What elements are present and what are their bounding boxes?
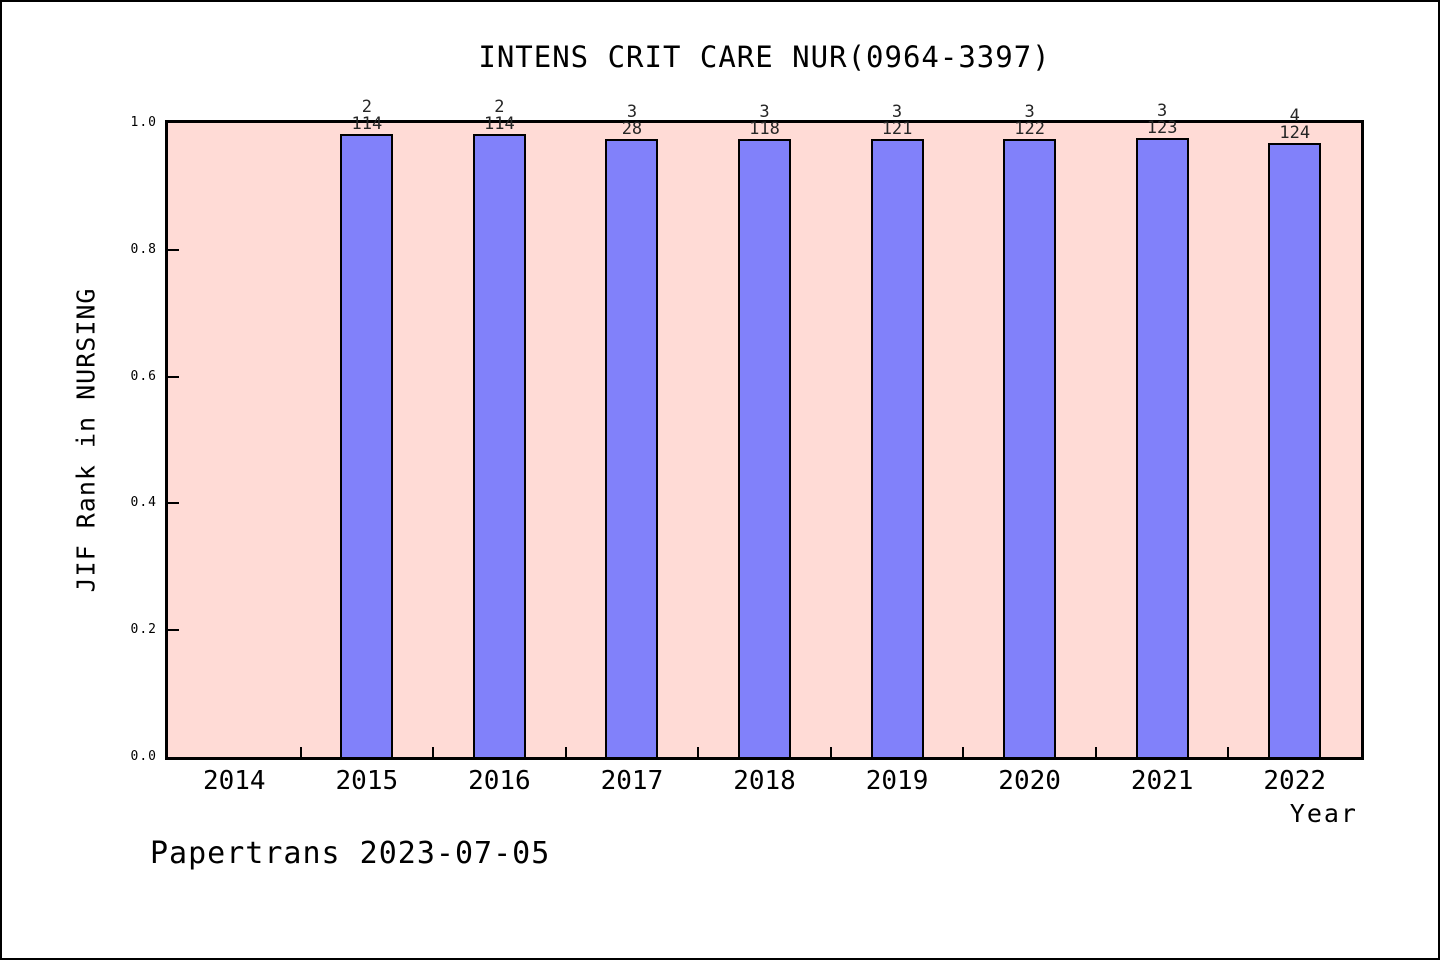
y-axis-tick-label: 0.4 xyxy=(130,495,157,511)
x-axis-minor-tick xyxy=(697,747,700,757)
bar-annotation-2019: 3 121 xyxy=(881,102,913,139)
x-axis-tick-label: 2020 xyxy=(998,766,1061,796)
y-axis-tick xyxy=(168,629,179,632)
y-axis-tick xyxy=(168,248,179,251)
watermark-text: Papertrans 2023-07-05 xyxy=(150,836,551,871)
bar-annotation-2016: 2 114 xyxy=(484,97,515,134)
x-axis-tick-label: 2016 xyxy=(468,766,531,796)
x-axis-minor-tick xyxy=(829,747,832,757)
bar-2018 xyxy=(738,139,791,757)
y-axis-title: JIF Rank in NURSING xyxy=(71,287,101,593)
x-axis-tick-label: 2015 xyxy=(335,766,399,796)
y-axis-tick-label: 0.8 xyxy=(130,241,157,257)
bar-2022 xyxy=(1268,143,1322,757)
y-axis-tick-label: 0.6 xyxy=(130,368,157,384)
plot-area: 2 114 2 114 3 28 3 118 3 121 3 122 3 123 4 124 xyxy=(165,99,1364,760)
x-axis-tick-label: 2021 xyxy=(1130,766,1194,796)
y-axis-tick-label: 0.2 xyxy=(130,622,157,638)
chart-title: INTENS CRIT CARE NUR(0964-3397) xyxy=(478,40,1051,74)
x-axis-tick-label: 2014 xyxy=(202,766,266,796)
x-axis-tick-label: 2019 xyxy=(865,766,929,796)
y-axis-tick-label: 1.0 xyxy=(130,115,157,130)
x-axis-minor-tick xyxy=(1227,747,1230,757)
bar-annotation-2018: 3 118 xyxy=(749,102,780,139)
x-axis-tick-label: 2022 xyxy=(1263,766,1327,796)
bar-annotation-2015: 2 114 xyxy=(351,97,383,134)
x-axis-minor-tick xyxy=(299,747,302,757)
bar-2019 xyxy=(870,139,924,757)
bar-2016 xyxy=(472,134,526,757)
x-axis-title: Year xyxy=(1289,799,1358,828)
bar-2020 xyxy=(1003,139,1057,757)
bar-annotation-2022: 4 124 xyxy=(1279,106,1311,143)
bar-2021 xyxy=(1135,138,1189,757)
y-axis-tick xyxy=(168,375,179,378)
y-axis-tick-label: 0.0 xyxy=(130,749,157,764)
x-axis-tick-label: 2018 xyxy=(733,766,796,796)
y-axis-tick xyxy=(168,502,179,505)
x-axis-tick-label: 2017 xyxy=(600,766,664,796)
x-axis-minor-tick xyxy=(962,747,965,757)
x-axis-minor-tick xyxy=(1094,747,1097,757)
bar-annotation-2021: 3 123 xyxy=(1146,101,1178,138)
bar-annotation-2020: 3 122 xyxy=(1014,102,1045,139)
bar-2015 xyxy=(340,134,394,757)
x-axis-minor-tick xyxy=(432,747,435,757)
bar-annotation-2017: 3 28 xyxy=(621,102,643,139)
bar-2017 xyxy=(605,139,659,757)
x-axis-minor-tick xyxy=(564,747,567,757)
